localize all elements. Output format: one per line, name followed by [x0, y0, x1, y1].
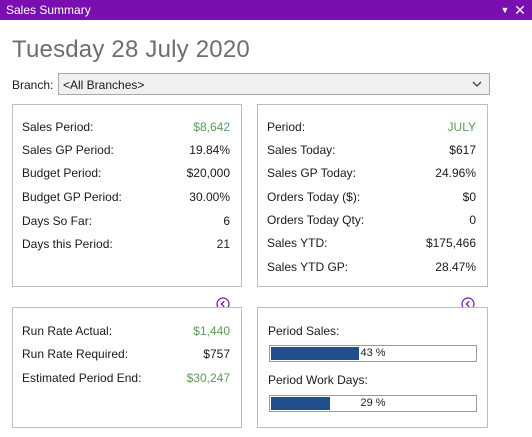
date-heading: Tuesday 28 July 2020 — [12, 36, 250, 63]
period-sales-progress-fill — [271, 347, 359, 360]
stat-value: $0 — [462, 190, 476, 204]
stat-label: Days this Period: — [22, 237, 113, 251]
stat-label: Run Rate Actual: — [22, 324, 113, 338]
stat-row: Days So Far: 6 — [22, 213, 230, 229]
stat-value: 0 — [469, 213, 476, 227]
run-rate-panel: Run Rate Actual: $1,440 Run Rate Require… — [12, 307, 242, 428]
stat-row: Sales GP Period: 19.84% — [22, 142, 230, 158]
stat-label: Sales Today: — [267, 143, 336, 157]
stat-value: $20,000 — [186, 166, 230, 180]
stat-row: Run Rate Actual: $1,440 — [22, 323, 230, 339]
pin-icon[interactable]: ▼ — [500, 5, 510, 15]
stat-label: Orders Today Qty: — [267, 213, 365, 227]
stat-row: Period: JULY — [267, 119, 476, 135]
stat-value: JULY — [447, 120, 476, 134]
stat-row: Sales YTD: $175,466 — [267, 235, 476, 251]
branch-select[interactable]: <All Branches> — [58, 73, 490, 95]
stat-value: $175,466 — [425, 236, 476, 250]
stat-row: Run Rate Required: $757 — [22, 346, 230, 362]
stat-row: Sales GP Today: 24.96% — [267, 165, 476, 181]
stat-label: Run Rate Required: — [22, 347, 129, 361]
stat-value: $30,247 — [186, 371, 230, 385]
stat-label: Sales GP Period: — [22, 143, 114, 157]
stat-label: Sales GP Today: — [267, 166, 356, 180]
stat-row: Orders Today ($): $0 — [267, 189, 476, 205]
stat-value: 28.47% — [435, 260, 476, 274]
stat-row: Sales YTD GP: 28.47% — [267, 259, 476, 275]
stat-label: Orders Today ($): — [267, 190, 361, 204]
stat-value: 24.96% — [435, 166, 476, 180]
progress-panel: Period Sales: 43 % Period Work Days: 29 … — [257, 307, 488, 428]
stat-value: 21 — [216, 237, 230, 251]
period-work-days-progress-fill — [271, 397, 330, 410]
stat-value: $8,642 — [193, 120, 230, 134]
stat-row: Sales Today: $617 — [267, 142, 476, 158]
stat-row: Orders Today Qty: 0 — [267, 212, 476, 228]
period-sales-percent: 43 % — [360, 347, 386, 359]
window-title: Sales Summary — [6, 3, 91, 17]
stat-row: Sales Period: $8,642 — [22, 119, 230, 135]
chevron-down-icon — [472, 81, 482, 87]
close-icon[interactable]: ✕ — [514, 1, 526, 18]
stat-row: Estimated Period End: $30,247 — [22, 370, 230, 386]
stat-label: Budget Period: — [22, 166, 102, 180]
period-sales-progress-bar: 43 % — [269, 345, 477, 362]
period-work-days-percent: 29 % — [360, 397, 386, 409]
stat-value: $757 — [203, 347, 230, 361]
stat-label: Sales YTD GP: — [267, 260, 349, 274]
stat-label: Period: — [267, 120, 306, 134]
stat-value: $1,440 — [193, 324, 230, 338]
period-sales-label: Period Sales: — [268, 324, 340, 338]
stat-value: 30.00% — [189, 190, 230, 204]
period-panel: Sales Period: $8,642 Sales GP Period: 19… — [12, 104, 242, 287]
stat-value: $617 — [449, 143, 476, 157]
stat-row: Days this Period: 21 — [22, 236, 230, 252]
today-panel: Period: JULY Sales Today: $617 Sales GP … — [257, 104, 488, 287]
title-bar: Sales Summary ▼ ✕ — [0, 0, 532, 20]
stat-row: Budget Period: $20,000 — [22, 165, 230, 181]
stat-label: Sales Period: — [22, 120, 94, 134]
stat-value: 19.84% — [189, 143, 230, 157]
stat-label: Budget GP Period: — [22, 190, 122, 204]
stat-label: Days So Far: — [22, 214, 93, 228]
stat-value: 6 — [223, 214, 230, 228]
period-work-days-label: Period Work Days: — [268, 373, 368, 387]
stat-label: Sales YTD: — [267, 236, 328, 250]
branch-label: Branch: — [12, 78, 54, 92]
stat-label: Estimated Period End: — [22, 371, 142, 385]
stat-row: Budget GP Period: 30.00% — [22, 189, 230, 205]
branch-selected-value: <All Branches> — [63, 78, 145, 92]
period-work-days-progress-bar: 29 % — [269, 395, 477, 412]
